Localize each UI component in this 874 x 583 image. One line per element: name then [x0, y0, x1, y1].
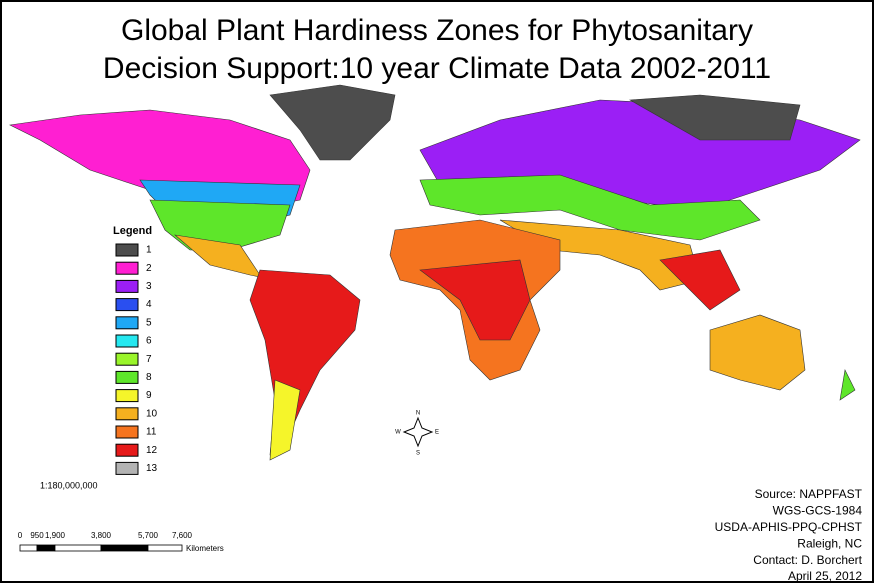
legend-label: 1	[146, 245, 152, 256]
legend-swatch	[115, 316, 139, 330]
southeast-asia	[659, 249, 741, 311]
title-line: Decision Support:10 year Climate Data 20…	[103, 52, 771, 85]
title-line: Global Plant Hardiness Zones for Phytosa…	[121, 14, 753, 47]
source-line: Contact: D. Borchert	[753, 553, 862, 567]
legend-label: 6	[146, 336, 152, 347]
legend-swatch	[115, 261, 139, 275]
legend-label: 7	[146, 354, 152, 365]
legend-swatch	[115, 443, 139, 457]
scale-label: 7,600	[172, 531, 193, 540]
legend-swatch	[115, 425, 139, 439]
scale-label: 1,900	[45, 531, 66, 540]
legend-label: 5	[146, 317, 152, 328]
legend-label: 13	[146, 463, 158, 474]
scale-segment	[100, 544, 149, 552]
source-line: April 25, 2012	[788, 569, 862, 583]
central-africa	[419, 259, 531, 341]
legend-label: 12	[146, 445, 158, 456]
legend-swatch	[115, 279, 139, 293]
scale-segment	[147, 544, 183, 552]
scale-unit: Kilometers	[186, 544, 224, 553]
compass	[402, 416, 434, 448]
legend-label: 4	[146, 299, 152, 310]
legend-title: Legend	[113, 225, 152, 237]
legend-swatch	[115, 243, 139, 257]
legend-swatch	[115, 407, 139, 421]
compass-letter: S	[416, 451, 420, 457]
legend-swatch	[115, 334, 139, 348]
greenland	[269, 84, 396, 161]
legend-swatch	[115, 461, 139, 475]
compass-rose	[402, 416, 434, 448]
south-america-south	[269, 379, 301, 461]
world-map	[9, 84, 861, 461]
compass-letter: E	[435, 430, 439, 436]
legend-label: 9	[146, 390, 152, 401]
legend-swatch	[115, 298, 139, 312]
source-line: Source: NAPPFAST	[755, 487, 863, 501]
source-line: Raleigh, NC	[797, 536, 862, 550]
source-line: WGS-GCS-1984	[773, 504, 863, 518]
compass-letter: W	[395, 430, 401, 436]
legend-label: 2	[146, 263, 152, 274]
legend-label: 11	[146, 427, 157, 438]
new-zealand	[839, 369, 856, 401]
scale-label: 3,800	[91, 531, 112, 540]
legend-swatch	[115, 370, 139, 384]
legend-label: 8	[146, 372, 152, 383]
scale-segment	[54, 544, 102, 552]
scale-label: 950	[30, 531, 44, 540]
australia	[709, 314, 806, 391]
scale-label: 0	[18, 531, 23, 540]
source-line: USDA-APHIS-PPQ-CPHST	[715, 520, 863, 534]
legend-label: 10	[146, 408, 158, 419]
scale-segment	[36, 544, 56, 552]
legend-swatch	[115, 389, 139, 403]
scale-ratio: 1:180,000,000	[40, 480, 98, 490]
scale-segment	[19, 544, 38, 552]
scale-label: 5,700	[138, 531, 159, 540]
legend-label: 3	[146, 281, 152, 292]
siberia	[628, 94, 801, 141]
eurasia-mid	[419, 174, 761, 241]
legend-swatch	[115, 352, 139, 366]
compass-letter: N	[416, 411, 420, 417]
